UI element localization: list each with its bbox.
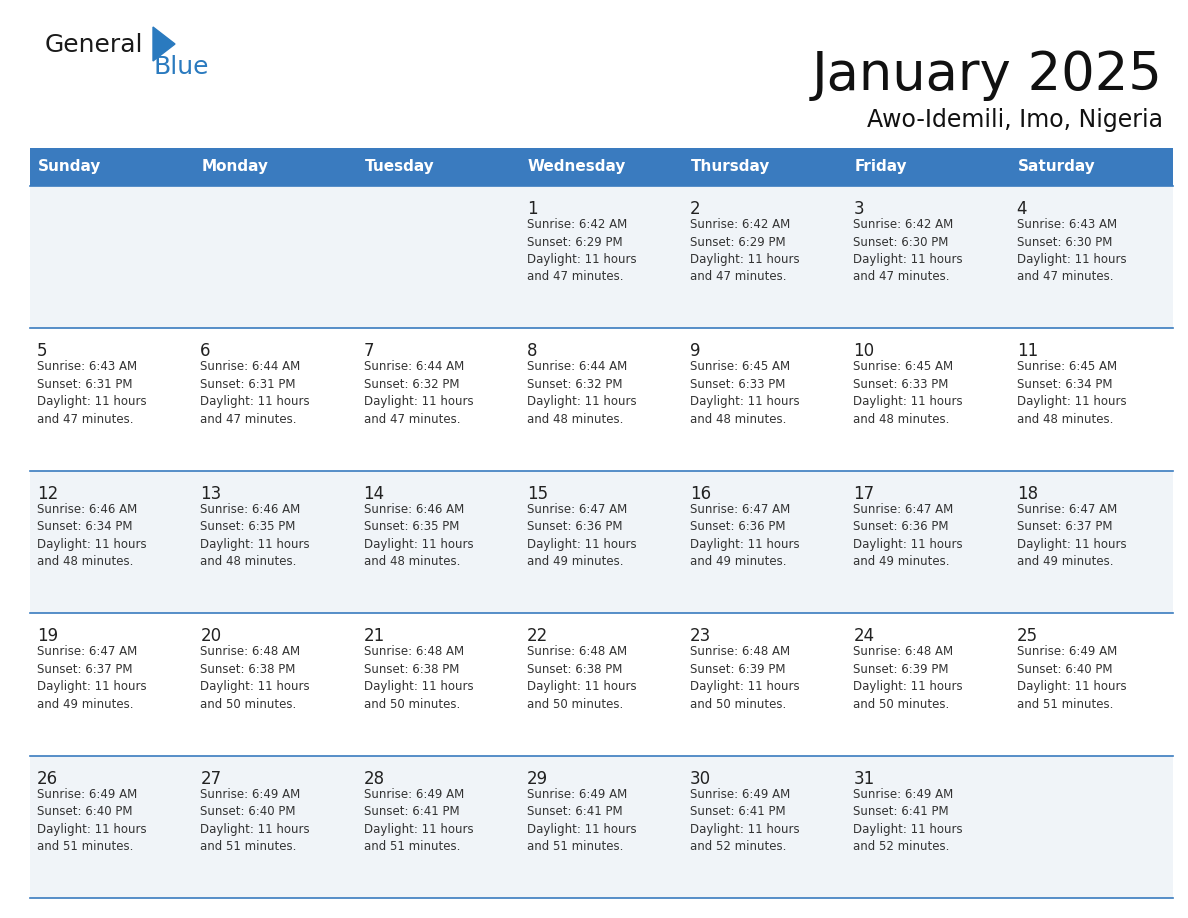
Polygon shape xyxy=(153,27,175,61)
Text: 18: 18 xyxy=(1017,485,1038,503)
Text: Sunrise: 6:48 AM
Sunset: 6:39 PM
Daylight: 11 hours
and 50 minutes.: Sunrise: 6:48 AM Sunset: 6:39 PM Dayligh… xyxy=(690,645,800,711)
Text: 31: 31 xyxy=(853,769,874,788)
Text: 4: 4 xyxy=(1017,200,1028,218)
Text: Sunrise: 6:49 AM
Sunset: 6:40 PM
Daylight: 11 hours
and 51 minutes.: Sunrise: 6:49 AM Sunset: 6:40 PM Dayligh… xyxy=(37,788,146,853)
Text: Sunrise: 6:45 AM
Sunset: 6:33 PM
Daylight: 11 hours
and 48 minutes.: Sunrise: 6:45 AM Sunset: 6:33 PM Dayligh… xyxy=(690,361,800,426)
Text: Sunrise: 6:47 AM
Sunset: 6:37 PM
Daylight: 11 hours
and 49 minutes.: Sunrise: 6:47 AM Sunset: 6:37 PM Dayligh… xyxy=(1017,503,1126,568)
Text: Wednesday: Wednesday xyxy=(527,160,626,174)
Text: Sunrise: 6:49 AM
Sunset: 6:40 PM
Daylight: 11 hours
and 51 minutes.: Sunrise: 6:49 AM Sunset: 6:40 PM Dayligh… xyxy=(201,788,310,853)
Text: General: General xyxy=(45,33,144,57)
Text: Tuesday: Tuesday xyxy=(365,160,435,174)
Text: Sunrise: 6:43 AM
Sunset: 6:30 PM
Daylight: 11 hours
and 47 minutes.: Sunrise: 6:43 AM Sunset: 6:30 PM Dayligh… xyxy=(1017,218,1126,284)
Text: Sunrise: 6:44 AM
Sunset: 6:31 PM
Daylight: 11 hours
and 47 minutes.: Sunrise: 6:44 AM Sunset: 6:31 PM Dayligh… xyxy=(201,361,310,426)
Text: January 2025: January 2025 xyxy=(813,49,1163,101)
Text: 22: 22 xyxy=(526,627,548,645)
Text: Sunrise: 6:46 AM
Sunset: 6:35 PM
Daylight: 11 hours
and 48 minutes.: Sunrise: 6:46 AM Sunset: 6:35 PM Dayligh… xyxy=(201,503,310,568)
Text: 20: 20 xyxy=(201,627,221,645)
Text: 1: 1 xyxy=(526,200,537,218)
Text: 23: 23 xyxy=(690,627,712,645)
Text: Sunrise: 6:48 AM
Sunset: 6:38 PM
Daylight: 11 hours
and 50 minutes.: Sunrise: 6:48 AM Sunset: 6:38 PM Dayligh… xyxy=(201,645,310,711)
Text: 15: 15 xyxy=(526,485,548,503)
Text: 12: 12 xyxy=(37,485,58,503)
Bar xyxy=(30,613,1173,756)
Text: 14: 14 xyxy=(364,485,385,503)
Text: 9: 9 xyxy=(690,342,701,361)
Text: Sunrise: 6:44 AM
Sunset: 6:32 PM
Daylight: 11 hours
and 47 minutes.: Sunrise: 6:44 AM Sunset: 6:32 PM Dayligh… xyxy=(364,361,473,426)
Text: Sunrise: 6:49 AM
Sunset: 6:41 PM
Daylight: 11 hours
and 51 minutes.: Sunrise: 6:49 AM Sunset: 6:41 PM Dayligh… xyxy=(526,788,637,853)
Text: Sunrise: 6:49 AM
Sunset: 6:41 PM
Daylight: 11 hours
and 51 minutes.: Sunrise: 6:49 AM Sunset: 6:41 PM Dayligh… xyxy=(364,788,473,853)
Text: Sunrise: 6:43 AM
Sunset: 6:31 PM
Daylight: 11 hours
and 47 minutes.: Sunrise: 6:43 AM Sunset: 6:31 PM Dayligh… xyxy=(37,361,146,426)
Text: 6: 6 xyxy=(201,342,210,361)
Text: Sunrise: 6:48 AM
Sunset: 6:38 PM
Daylight: 11 hours
and 50 minutes.: Sunrise: 6:48 AM Sunset: 6:38 PM Dayligh… xyxy=(526,645,637,711)
Text: Sunrise: 6:46 AM
Sunset: 6:35 PM
Daylight: 11 hours
and 48 minutes.: Sunrise: 6:46 AM Sunset: 6:35 PM Dayligh… xyxy=(364,503,473,568)
Text: Sunrise: 6:49 AM
Sunset: 6:41 PM
Daylight: 11 hours
and 52 minutes.: Sunrise: 6:49 AM Sunset: 6:41 PM Dayligh… xyxy=(853,788,963,853)
Text: 8: 8 xyxy=(526,342,537,361)
Text: Sunrise: 6:42 AM
Sunset: 6:29 PM
Daylight: 11 hours
and 47 minutes.: Sunrise: 6:42 AM Sunset: 6:29 PM Dayligh… xyxy=(690,218,800,284)
Text: Awo-Idemili, Imo, Nigeria: Awo-Idemili, Imo, Nigeria xyxy=(867,108,1163,132)
Text: 11: 11 xyxy=(1017,342,1038,361)
Text: 19: 19 xyxy=(37,627,58,645)
Text: Sunrise: 6:42 AM
Sunset: 6:29 PM
Daylight: 11 hours
and 47 minutes.: Sunrise: 6:42 AM Sunset: 6:29 PM Dayligh… xyxy=(526,218,637,284)
Text: Thursday: Thursday xyxy=(691,160,771,174)
Text: Sunrise: 6:47 AM
Sunset: 6:36 PM
Daylight: 11 hours
and 49 minutes.: Sunrise: 6:47 AM Sunset: 6:36 PM Dayligh… xyxy=(853,503,963,568)
Text: Friday: Friday xyxy=(854,160,908,174)
Text: 10: 10 xyxy=(853,342,874,361)
Text: 30: 30 xyxy=(690,769,712,788)
Bar xyxy=(30,148,1173,186)
Bar xyxy=(30,186,1173,329)
Text: 17: 17 xyxy=(853,485,874,503)
Text: Sunrise: 6:47 AM
Sunset: 6:36 PM
Daylight: 11 hours
and 49 minutes.: Sunrise: 6:47 AM Sunset: 6:36 PM Dayligh… xyxy=(690,503,800,568)
Text: 24: 24 xyxy=(853,627,874,645)
Text: 2: 2 xyxy=(690,200,701,218)
Text: Sunrise: 6:48 AM
Sunset: 6:39 PM
Daylight: 11 hours
and 50 minutes.: Sunrise: 6:48 AM Sunset: 6:39 PM Dayligh… xyxy=(853,645,963,711)
Text: Blue: Blue xyxy=(153,55,209,79)
Text: Sunrise: 6:49 AM
Sunset: 6:41 PM
Daylight: 11 hours
and 52 minutes.: Sunrise: 6:49 AM Sunset: 6:41 PM Dayligh… xyxy=(690,788,800,853)
Text: 25: 25 xyxy=(1017,627,1038,645)
Text: 5: 5 xyxy=(37,342,48,361)
Text: Sunday: Sunday xyxy=(38,160,101,174)
Text: 29: 29 xyxy=(526,769,548,788)
Text: 28: 28 xyxy=(364,769,385,788)
Text: 7: 7 xyxy=(364,342,374,361)
Text: Sunrise: 6:42 AM
Sunset: 6:30 PM
Daylight: 11 hours
and 47 minutes.: Sunrise: 6:42 AM Sunset: 6:30 PM Dayligh… xyxy=(853,218,963,284)
Text: Sunrise: 6:49 AM
Sunset: 6:40 PM
Daylight: 11 hours
and 51 minutes.: Sunrise: 6:49 AM Sunset: 6:40 PM Dayligh… xyxy=(1017,645,1126,711)
Text: Sunrise: 6:44 AM
Sunset: 6:32 PM
Daylight: 11 hours
and 48 minutes.: Sunrise: 6:44 AM Sunset: 6:32 PM Dayligh… xyxy=(526,361,637,426)
Text: Monday: Monday xyxy=(201,160,268,174)
Text: Sunrise: 6:45 AM
Sunset: 6:33 PM
Daylight: 11 hours
and 48 minutes.: Sunrise: 6:45 AM Sunset: 6:33 PM Dayligh… xyxy=(853,361,963,426)
Text: Sunrise: 6:45 AM
Sunset: 6:34 PM
Daylight: 11 hours
and 48 minutes.: Sunrise: 6:45 AM Sunset: 6:34 PM Dayligh… xyxy=(1017,361,1126,426)
Text: Sunrise: 6:47 AM
Sunset: 6:37 PM
Daylight: 11 hours
and 49 minutes.: Sunrise: 6:47 AM Sunset: 6:37 PM Dayligh… xyxy=(37,645,146,711)
Bar xyxy=(30,756,1173,898)
Text: Sunrise: 6:47 AM
Sunset: 6:36 PM
Daylight: 11 hours
and 49 minutes.: Sunrise: 6:47 AM Sunset: 6:36 PM Dayligh… xyxy=(526,503,637,568)
Text: 16: 16 xyxy=(690,485,712,503)
Text: 3: 3 xyxy=(853,200,864,218)
Text: 27: 27 xyxy=(201,769,221,788)
Text: 21: 21 xyxy=(364,627,385,645)
Text: Saturday: Saturday xyxy=(1018,160,1095,174)
Text: 13: 13 xyxy=(201,485,221,503)
Text: 26: 26 xyxy=(37,769,58,788)
Text: Sunrise: 6:48 AM
Sunset: 6:38 PM
Daylight: 11 hours
and 50 minutes.: Sunrise: 6:48 AM Sunset: 6:38 PM Dayligh… xyxy=(364,645,473,711)
Bar xyxy=(30,329,1173,471)
Text: Sunrise: 6:46 AM
Sunset: 6:34 PM
Daylight: 11 hours
and 48 minutes.: Sunrise: 6:46 AM Sunset: 6:34 PM Dayligh… xyxy=(37,503,146,568)
Bar xyxy=(30,471,1173,613)
